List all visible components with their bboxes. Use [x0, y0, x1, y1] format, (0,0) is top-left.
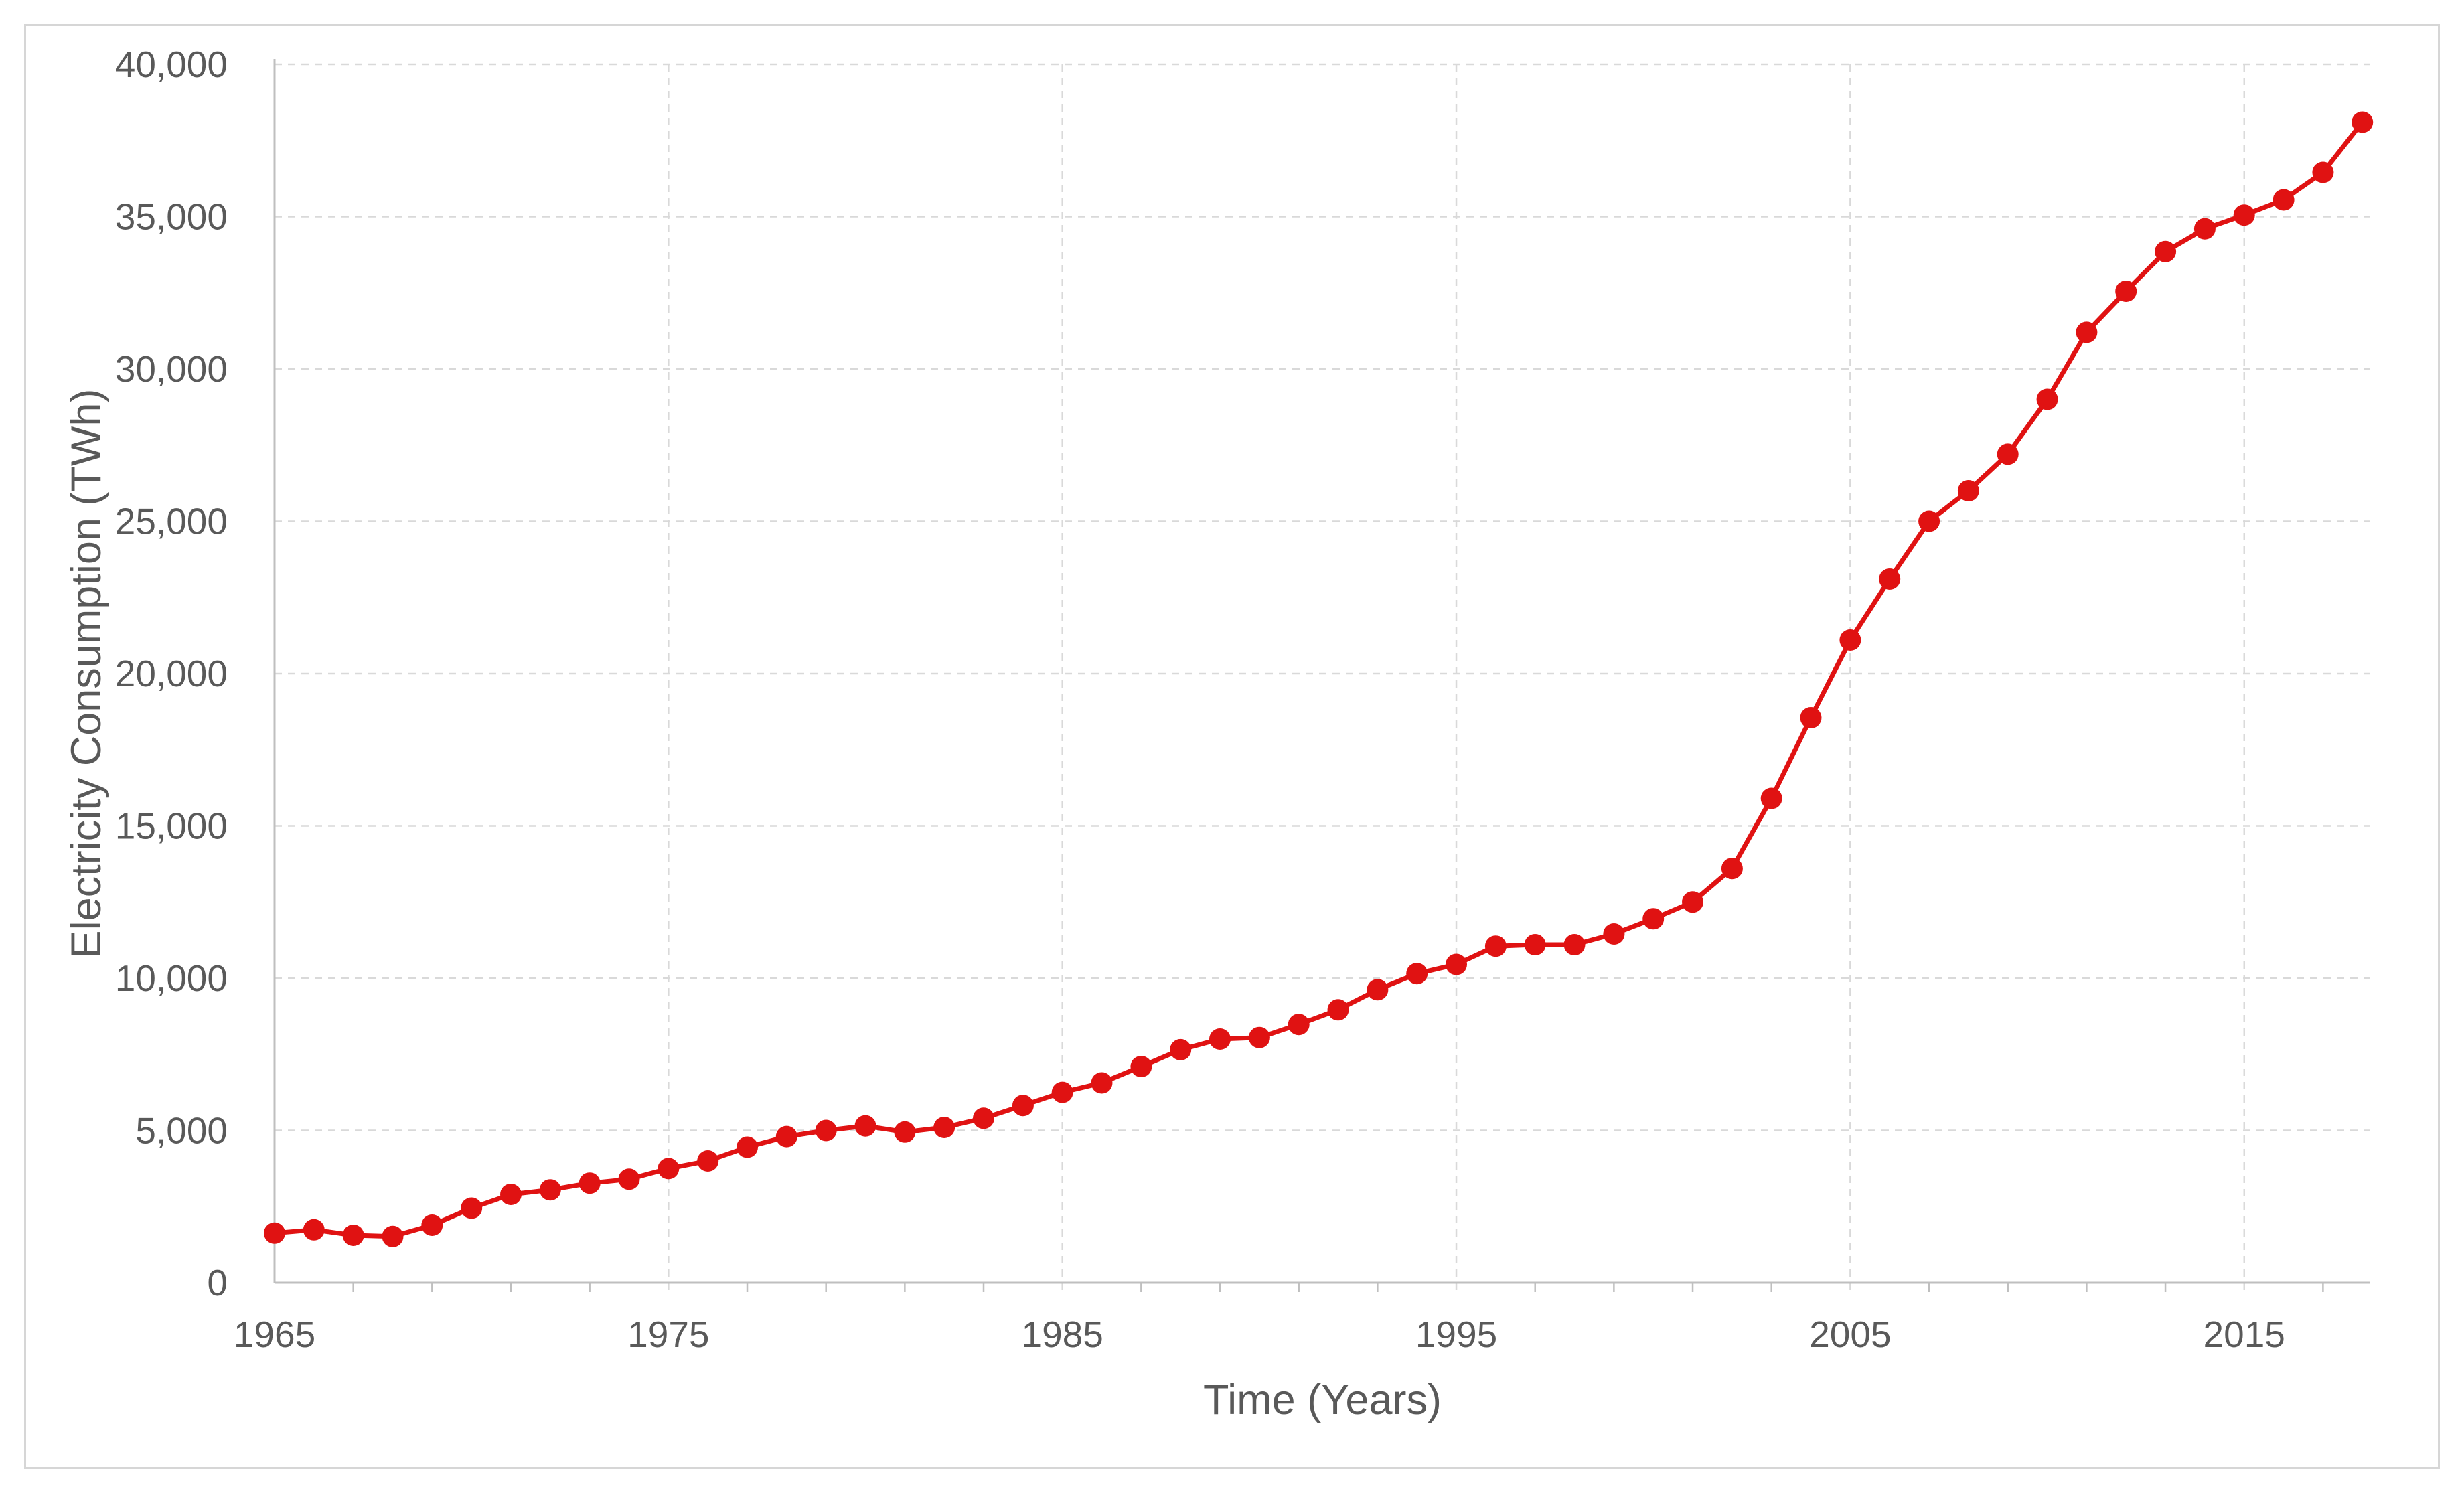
- y-tick-label: 5,000: [135, 1110, 228, 1152]
- data-point-1976: [697, 1150, 719, 1172]
- y-tick-label: 35,000: [115, 196, 228, 238]
- y-tick-label: 0: [207, 1262, 228, 1304]
- data-point-2013: [2155, 240, 2177, 262]
- data-point-1996: [1484, 935, 1507, 957]
- data-point-2008: [1957, 480, 1979, 501]
- y-tick-label: 15,000: [115, 805, 228, 847]
- data-point-1987: [1130, 1056, 1152, 1077]
- data-point-1995: [1446, 953, 1467, 975]
- data-series: [264, 111, 2374, 1247]
- data-point-2014: [2193, 218, 2216, 240]
- x-axis-title: Time (Years): [1203, 1377, 1442, 1423]
- data-points: [264, 111, 2374, 1247]
- data-point-2018: [2352, 111, 2374, 133]
- series-line: [272, 120, 2365, 1239]
- y-axis-title: Electricity Consumption (TWh): [63, 389, 110, 959]
- data-point-2003: [1760, 787, 1782, 809]
- y-tick-label: 10,000: [115, 957, 228, 999]
- x-tick-label: 2005: [1809, 1314, 1891, 1355]
- data-point-1965: [264, 1222, 285, 1244]
- data-point-2002: [1721, 858, 1743, 880]
- data-point-1994: [1406, 963, 1428, 985]
- data-point-1985: [1051, 1081, 1073, 1103]
- data-point-1977: [737, 1136, 758, 1158]
- data-point-2006: [1879, 568, 1901, 590]
- data-point-1969: [421, 1214, 443, 1236]
- x-axis-minor-ticks: [352, 1283, 2324, 1292]
- data-point-1970: [461, 1197, 483, 1219]
- data-point-1974: [618, 1168, 640, 1190]
- data-point-2005: [1839, 629, 1861, 651]
- data-point-1967: [342, 1225, 364, 1246]
- data-point-2011: [2076, 321, 2098, 343]
- data-point-1982: [933, 1117, 955, 1138]
- data-point-2007: [1918, 510, 1940, 532]
- x-axis-tick-labels: 1965 1975 1985 1995 2005 2015: [234, 1314, 2285, 1355]
- data-point-2000: [1642, 908, 1665, 930]
- x-tick-label: 1985: [1022, 1314, 1103, 1355]
- data-point-2015: [2233, 204, 2255, 226]
- data-point-1980: [854, 1115, 876, 1137]
- data-point-1975: [658, 1158, 680, 1180]
- data-point-1973: [579, 1172, 601, 1194]
- data-point-1972: [539, 1179, 561, 1201]
- data-point-1999: [1603, 923, 1625, 945]
- data-point-2001: [1682, 891, 1703, 913]
- data-point-1983: [973, 1107, 994, 1129]
- x-tick-label: 1995: [1415, 1314, 1497, 1355]
- data-point-1991: [1288, 1014, 1310, 1036]
- data-point-2009: [1997, 443, 2019, 465]
- data-point-2016: [2273, 189, 2295, 211]
- data-point-1978: [775, 1125, 797, 1148]
- data-point-1968: [382, 1225, 404, 1247]
- horizontal-gridlines: [275, 63, 2370, 1131]
- data-point-1966: [303, 1219, 325, 1241]
- data-point-1986: [1091, 1072, 1113, 1094]
- data-point-2012: [2115, 281, 2137, 302]
- data-point-1990: [1248, 1026, 1270, 1048]
- y-axis-tick-labels: 0 5,000 10,000 15,000 20,000 25,000 30,000 35,0…: [115, 44, 228, 1304]
- vertical-gridlines: [668, 64, 2245, 1292]
- data-point-1989: [1209, 1028, 1231, 1050]
- data-point-1992: [1327, 999, 1349, 1021]
- data-point-2017: [2312, 161, 2334, 183]
- y-tick-label: 20,000: [115, 653, 228, 694]
- data-point-1971: [500, 1184, 522, 1205]
- data-point-1988: [1170, 1038, 1192, 1060]
- axis-lines: [273, 59, 2370, 1284]
- data-point-2004: [1800, 707, 1822, 728]
- data-point-1998: [1563, 934, 1586, 955]
- y-tick-label: 25,000: [115, 501, 228, 542]
- x-tick-label: 2015: [2204, 1314, 2285, 1355]
- data-point-1981: [894, 1121, 916, 1143]
- x-tick-label: 1975: [627, 1314, 709, 1355]
- data-point-1993: [1367, 979, 1389, 1001]
- data-point-2010: [2036, 388, 2058, 410]
- y-tick-label: 30,000: [115, 348, 228, 390]
- y-tick-label: 40,000: [115, 44, 228, 85]
- data-point-1984: [1012, 1095, 1034, 1117]
- data-point-1997: [1524, 934, 1546, 955]
- x-tick-label: 1965: [234, 1314, 315, 1355]
- data-point-1979: [815, 1119, 837, 1142]
